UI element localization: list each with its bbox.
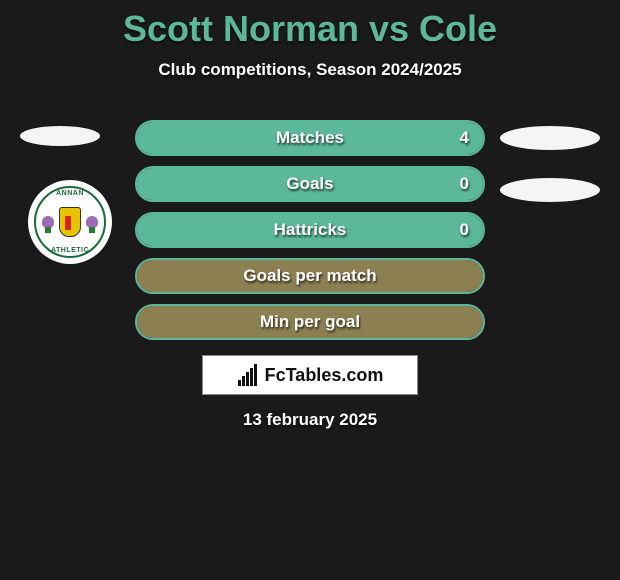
subtitle: Club competitions, Season 2024/2025 — [0, 60, 620, 80]
stat-row: Min per goal — [135, 304, 485, 340]
stat-value-right: 4 — [460, 128, 469, 148]
thistle-left-icon — [42, 216, 54, 228]
player-left-avatar — [20, 126, 100, 146]
badge-text-top: ANNAN — [56, 190, 84, 197]
stat-row: Hattricks 0 — [135, 212, 485, 248]
shield-icon — [59, 207, 81, 237]
stat-value-right: 0 — [460, 220, 469, 240]
player-right-avatar-2 — [500, 178, 600, 202]
stat-row: Goals per match — [135, 258, 485, 294]
date-label: 13 february 2025 — [0, 410, 620, 430]
stats-container: Matches 4 Goals 0 Hattricks 0 Goals per match M… — [135, 120, 485, 350]
stat-label: Min per goal — [260, 312, 360, 332]
stat-label: Hattricks — [274, 220, 347, 240]
brand-box[interactable]: FcTables.com — [202, 355, 418, 395]
badge-text-bottom: ATHLETIC — [51, 247, 89, 254]
stat-row: Matches 4 — [135, 120, 485, 156]
brand-text: FcTables.com — [265, 365, 384, 386]
stat-label: Goals — [286, 174, 333, 194]
stat-label: Matches — [276, 128, 344, 148]
bar-chart-icon — [237, 364, 259, 386]
thistle-right-icon — [86, 216, 98, 228]
club-badge-left: ANNAN ATHLETIC — [28, 180, 112, 264]
stat-value-right: 0 — [460, 174, 469, 194]
stat-row: Goals 0 — [135, 166, 485, 202]
player-right-avatar-1 — [500, 126, 600, 150]
page-title: Scott Norman vs Cole — [0, 0, 620, 50]
stat-label: Goals per match — [243, 266, 376, 286]
